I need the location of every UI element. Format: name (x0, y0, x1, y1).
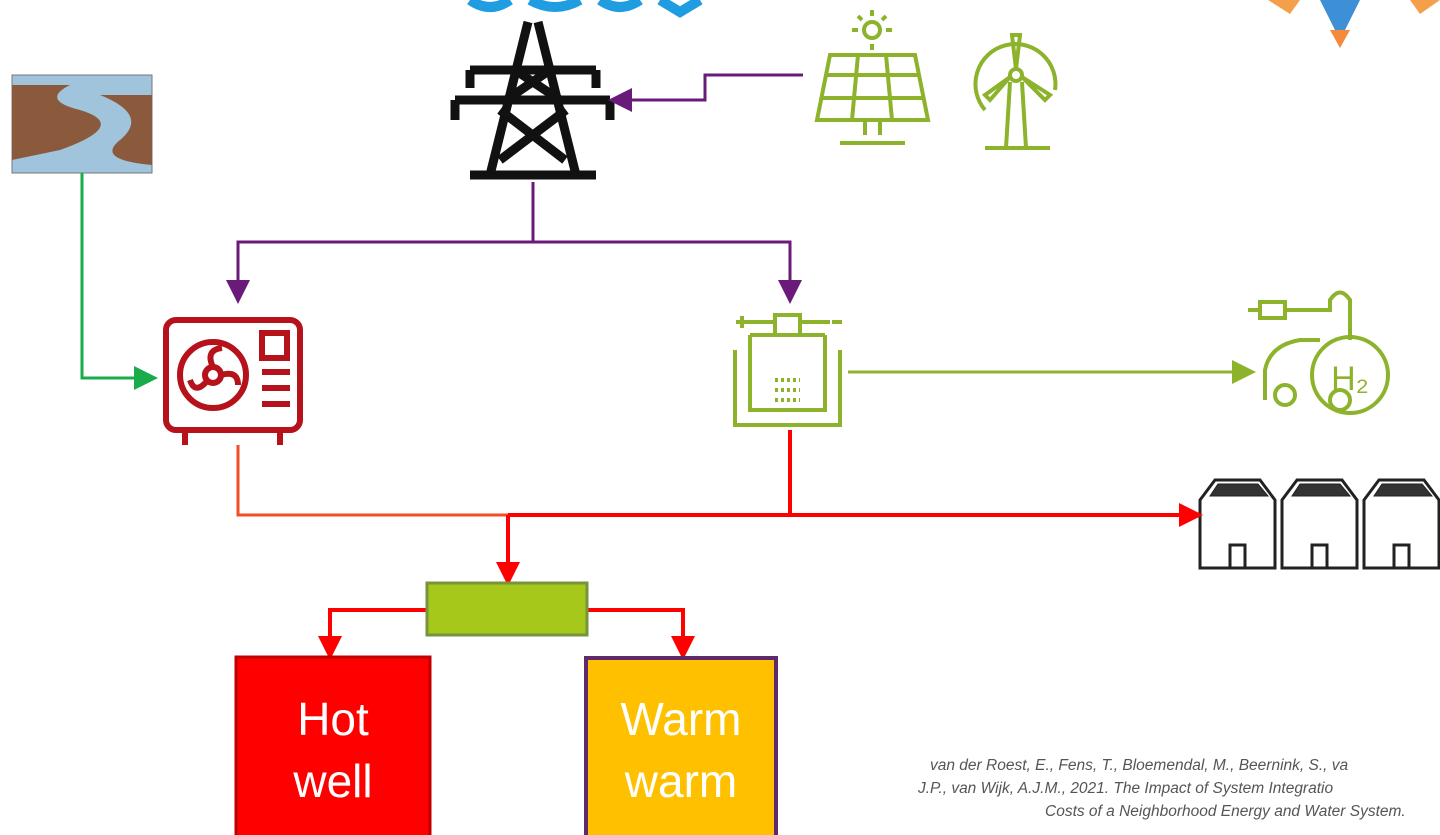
wind-icon (973, 33, 1058, 150)
houses-icon (1198, 478, 1440, 570)
top-decoration (467, 0, 1440, 48)
pylon-icon (450, 20, 615, 180)
warm-well-label: warm (624, 755, 737, 807)
citation-line: van der Roest, E., Fens, T., Bloemendal,… (930, 757, 1349, 774)
river-icon (11, 74, 153, 174)
solar-icon (814, 10, 931, 145)
heat-lines (236, 430, 1203, 660)
hot-well-label: well (292, 755, 372, 807)
hot-well-label: Hot (297, 693, 369, 745)
warm-well-box (584, 656, 778, 835)
buffer-box (425, 581, 589, 637)
hydrogen-car-icon: H₂ (1248, 290, 1390, 415)
citation-line: J.P., van Wijk, A.J.M., 2021. The Impact… (917, 780, 1333, 797)
power-lines (226, 73, 803, 304)
heat-pump-icon (163, 317, 303, 445)
electrolyzer-icon (733, 313, 842, 427)
citation-line: Costs of a Neighborhood Energy and Water… (1045, 803, 1406, 820)
hot-well-box (234, 655, 432, 835)
warm-well-label: Warm (621, 693, 742, 745)
svg-text:H₂: H₂ (1331, 360, 1369, 398)
water-line (80, 173, 158, 390)
